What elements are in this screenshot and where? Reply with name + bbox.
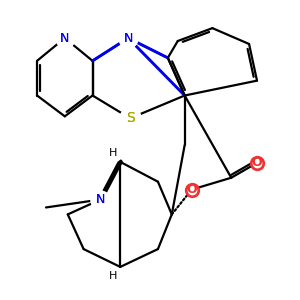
Text: N: N — [60, 32, 70, 44]
Text: H: H — [109, 271, 118, 281]
Text: N: N — [60, 32, 70, 44]
Text: N: N — [124, 32, 133, 44]
Text: N: N — [96, 193, 105, 206]
Text: S: S — [126, 111, 135, 125]
Text: H: H — [109, 148, 118, 158]
Text: N: N — [96, 193, 105, 206]
Text: S: S — [126, 111, 135, 125]
Text: O: O — [186, 183, 197, 196]
Text: O: O — [252, 156, 262, 170]
Text: N: N — [124, 32, 133, 44]
